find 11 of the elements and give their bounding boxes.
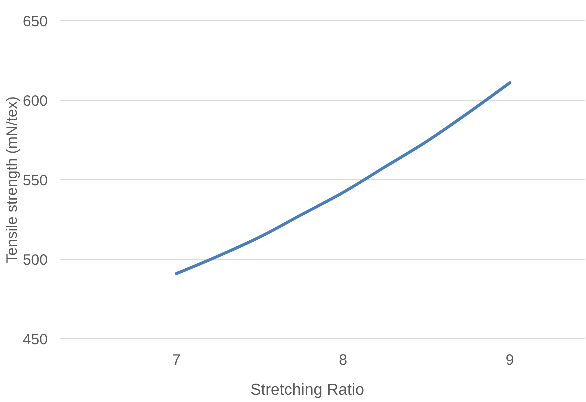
y-tick-label: 500 xyxy=(22,252,48,269)
x-tick-label: 8 xyxy=(339,352,348,369)
y-tick-label: 550 xyxy=(22,172,48,190)
y-tick-label: 600 xyxy=(22,92,48,110)
y-tick-label: 450 xyxy=(22,331,48,348)
x-tick-label: 7 xyxy=(172,352,181,369)
y-axis-title: Tensile strength (mN/tex) xyxy=(4,96,21,264)
x-axis-title: Stretching Ratio xyxy=(250,382,365,399)
y-tick-label: 650 xyxy=(22,13,48,30)
line-series xyxy=(175,82,512,276)
x-tick-label: 9 xyxy=(506,352,514,369)
